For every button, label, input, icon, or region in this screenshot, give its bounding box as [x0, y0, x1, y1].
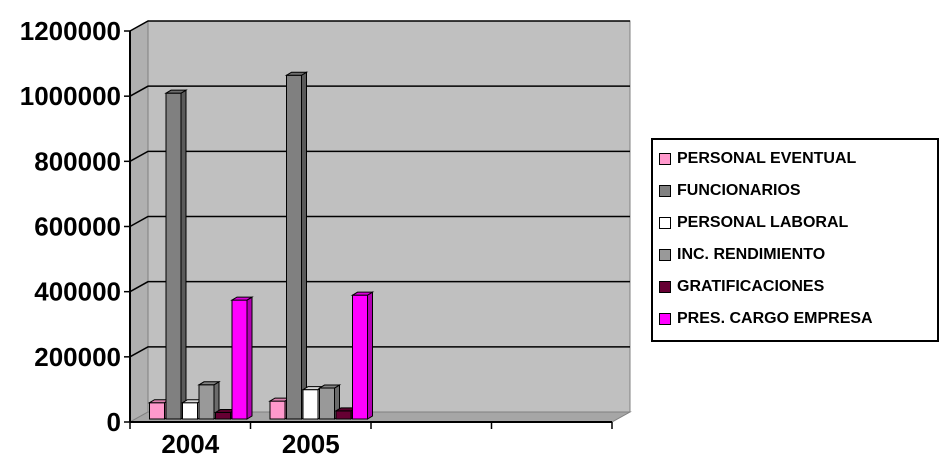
- legend-label: GRATIFICACIONES: [677, 278, 825, 295]
- legend-swatch: [659, 313, 671, 325]
- x-tick-label: 2005: [282, 429, 340, 459]
- y-tick-label: 600000: [34, 212, 121, 242]
- legend-item: PRES. CARGO EMPRESA: [659, 304, 873, 334]
- gridline: [129, 346, 630, 358]
- bar-funcionarios-2004: [164, 89, 188, 420]
- bar-funcionarios-2005: [284, 71, 309, 420]
- legend-item: PERSONAL LABORAL: [659, 208, 848, 238]
- legend-label: PERSONAL LABORAL: [677, 214, 849, 231]
- legend-swatch: [659, 217, 671, 229]
- gridline: [129, 150, 630, 162]
- legend-item: GRATIFICACIONES: [659, 272, 824, 302]
- y-axis-tick-labels: 0 200000 400000 600000 800000 1000000 1200000: [20, 16, 121, 437]
- gridline: [129, 85, 630, 97]
- gridline: [129, 215, 630, 228]
- gridline: [129, 20, 630, 32]
- x-axis-tick-labels: 2004 2005: [161, 429, 339, 459]
- gridlines: [129, 20, 630, 358]
- y-tick-label: 400000: [34, 277, 121, 307]
- y-tick-label: 1200000: [20, 16, 121, 46]
- legend-label: PRES. CARGO EMPRESA: [677, 310, 873, 327]
- legend-swatch: [659, 185, 671, 197]
- legend-swatch: [659, 281, 671, 293]
- x-tick-label: 2004: [161, 429, 219, 459]
- legend: PERSONAL EVENTUAL FUNCIONARIOS PERSONAL LA…: [651, 138, 939, 342]
- legend-label: PERSONAL EVENTUAL: [677, 150, 857, 167]
- y-tick-label: 1000000: [20, 81, 121, 111]
- gridline: [129, 280, 630, 293]
- y-tick-label: 800000: [34, 146, 121, 176]
- plot-area: [128, 20, 632, 423]
- legend-swatch: [659, 249, 671, 261]
- legend-item: PERSONAL EVENTUAL: [659, 144, 856, 174]
- y-tick-label: 0: [107, 407, 121, 437]
- legend-item: FUNCIONARIOS: [659, 176, 801, 206]
- bars: [147, 71, 375, 420]
- legend-label: FUNCIONARIOS: [677, 182, 801, 199]
- legend-swatch: [659, 153, 671, 165]
- legend-label: INC. RENDIMIENTO: [677, 246, 826, 263]
- axes: [124, 30, 613, 429]
- bar-pres-cargo-empresa-2004: [230, 296, 254, 420]
- legend-item: INC. RENDIMIENTO: [659, 240, 825, 270]
- y-tick-label: 200000: [34, 342, 121, 372]
- bar-pres-cargo-empresa-2005: [350, 291, 375, 420]
